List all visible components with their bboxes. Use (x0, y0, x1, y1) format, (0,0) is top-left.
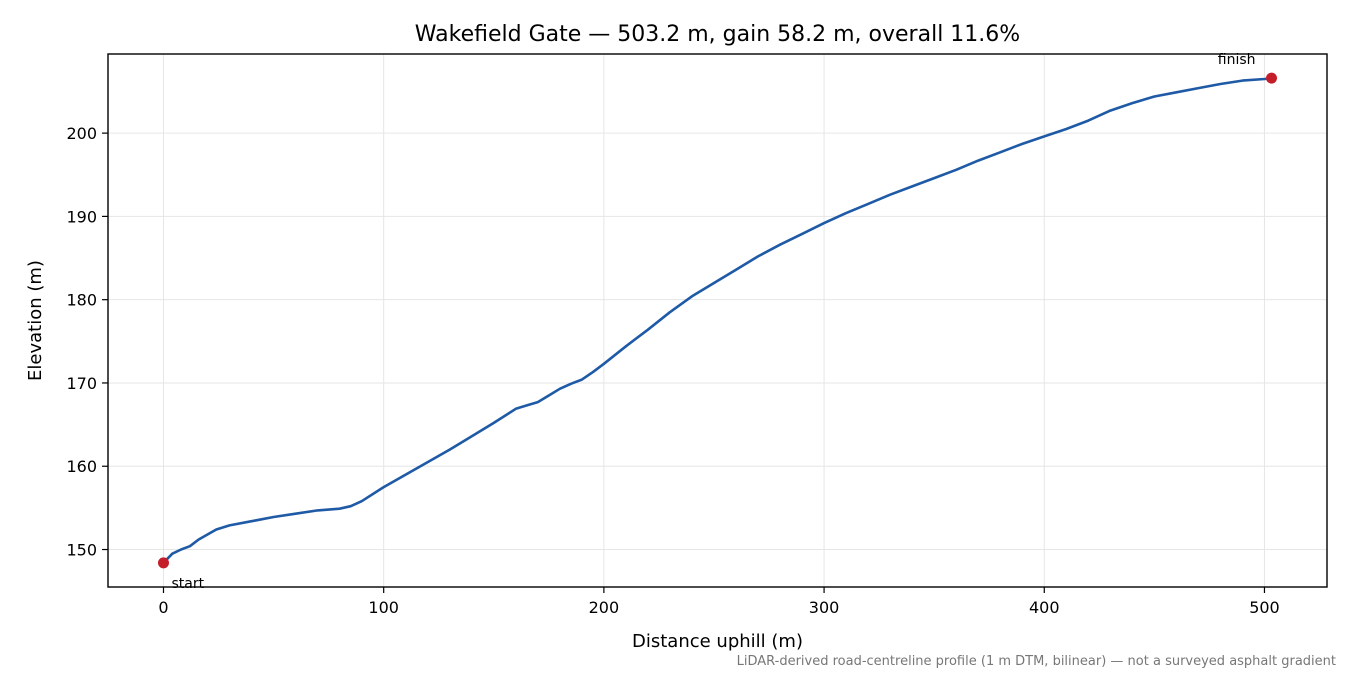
y-tick-label: 200 (66, 124, 97, 143)
series-layer (162, 76, 1273, 565)
x-tick-label: 500 (1249, 598, 1280, 617)
y-tick-label: 170 (66, 374, 97, 393)
x-tick-label: 200 (589, 598, 620, 617)
y-tick-label: 180 (66, 291, 97, 310)
marker-layer: start finish (157, 52, 1278, 592)
elevation-line (162, 76, 1273, 565)
start-marker (157, 557, 169, 569)
chart-title: Wakefield Gate — 503.2 m, gain 58.2 m, o… (415, 22, 1020, 47)
x-tick-label: 300 (809, 598, 840, 617)
y-tick-label: 160 (66, 457, 97, 476)
y-tick-label: 190 (66, 207, 97, 226)
x-tick-label: 0 (158, 598, 168, 617)
x-axis-label: Distance uphill (m) (632, 631, 803, 652)
y-tick-label: 150 (66, 541, 97, 560)
x-tick-label: 400 (1029, 598, 1060, 617)
finish-marker (1266, 72, 1278, 84)
plot-frame (107, 53, 1328, 588)
y-axis-label: Elevation (m) (25, 260, 46, 381)
finish-label: finish (1218, 52, 1256, 68)
start-label: start (171, 576, 204, 592)
footnote: LiDAR-derived road-centreline profile (1… (737, 654, 1336, 669)
grid-layer (108, 54, 1327, 587)
x-tick-label: 100 (368, 598, 399, 617)
tick-layer: 0 100 200 300 400 500 150 160 170 180 190 200 (66, 124, 1279, 617)
